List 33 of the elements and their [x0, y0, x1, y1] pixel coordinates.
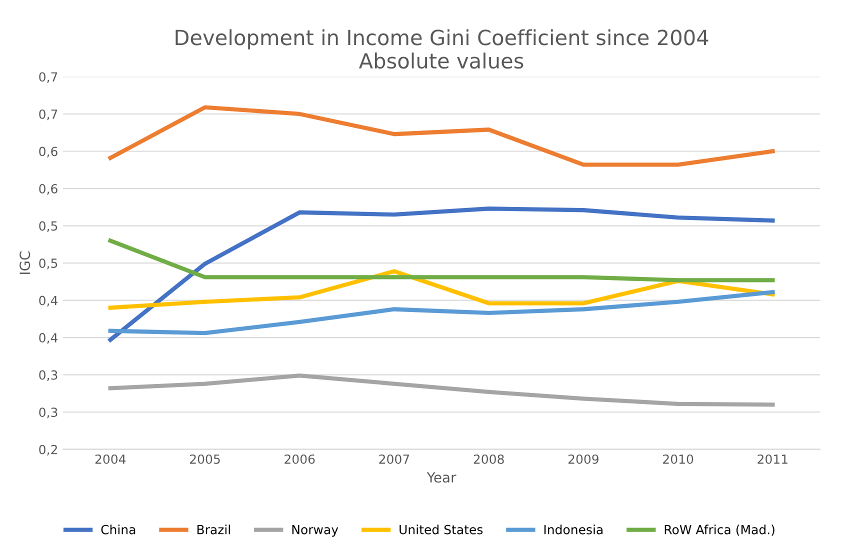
- x-tick-label: 2005: [190, 454, 220, 464]
- y-tick-label: 0,4: [39, 333, 58, 344]
- y-axis-title: IGC: [20, 252, 30, 274]
- line-series: [108, 269, 775, 310]
- y-tick-label: 0,3: [39, 408, 58, 418]
- x-tick-label: 2004: [95, 454, 126, 464]
- y-tick-label: 0,2: [39, 444, 57, 456]
- y-tick-label: 0,3: [39, 370, 58, 382]
- y-tick-label: 0,6: [39, 184, 58, 195]
- x-tick-label: 2011: [758, 454, 788, 464]
- y-tick-label: 0,6: [39, 146, 58, 158]
- legend-label: Norway: [292, 525, 338, 537]
- line-series: [108, 206, 775, 342]
- line-series: [108, 105, 775, 167]
- legend-label: Indonesia: [544, 524, 602, 534]
- x-tick-label: 2010: [663, 454, 694, 464]
- x-tick-label: 2007: [379, 454, 410, 464]
- chart-title: Development in Income Gini Coefficient since 2004 Absolute values: [176, 29, 708, 69]
- line-series: [108, 290, 775, 336]
- y-tick-label: 0,4: [39, 296, 58, 307]
- y-tick-label: 0,7: [39, 72, 58, 83]
- legend-label: RoW Africa (Mad.): [664, 524, 774, 536]
- legend-label: Brazil: [197, 524, 230, 534]
- y-tick-label: 0,5: [39, 221, 58, 232]
- x-tick-label: 2008: [474, 454, 504, 464]
- line-series: [108, 373, 775, 407]
- legend-label: China: [101, 524, 136, 534]
- x-tick-label: 2009: [568, 454, 598, 464]
- legend-label: United States: [400, 524, 483, 534]
- y-tick-label: 0,7: [39, 109, 58, 120]
- x-tick-label: 2006: [284, 454, 315, 464]
- x-axis-title: Year: [426, 472, 456, 483]
- y-tick-label: 0,5: [39, 258, 58, 270]
